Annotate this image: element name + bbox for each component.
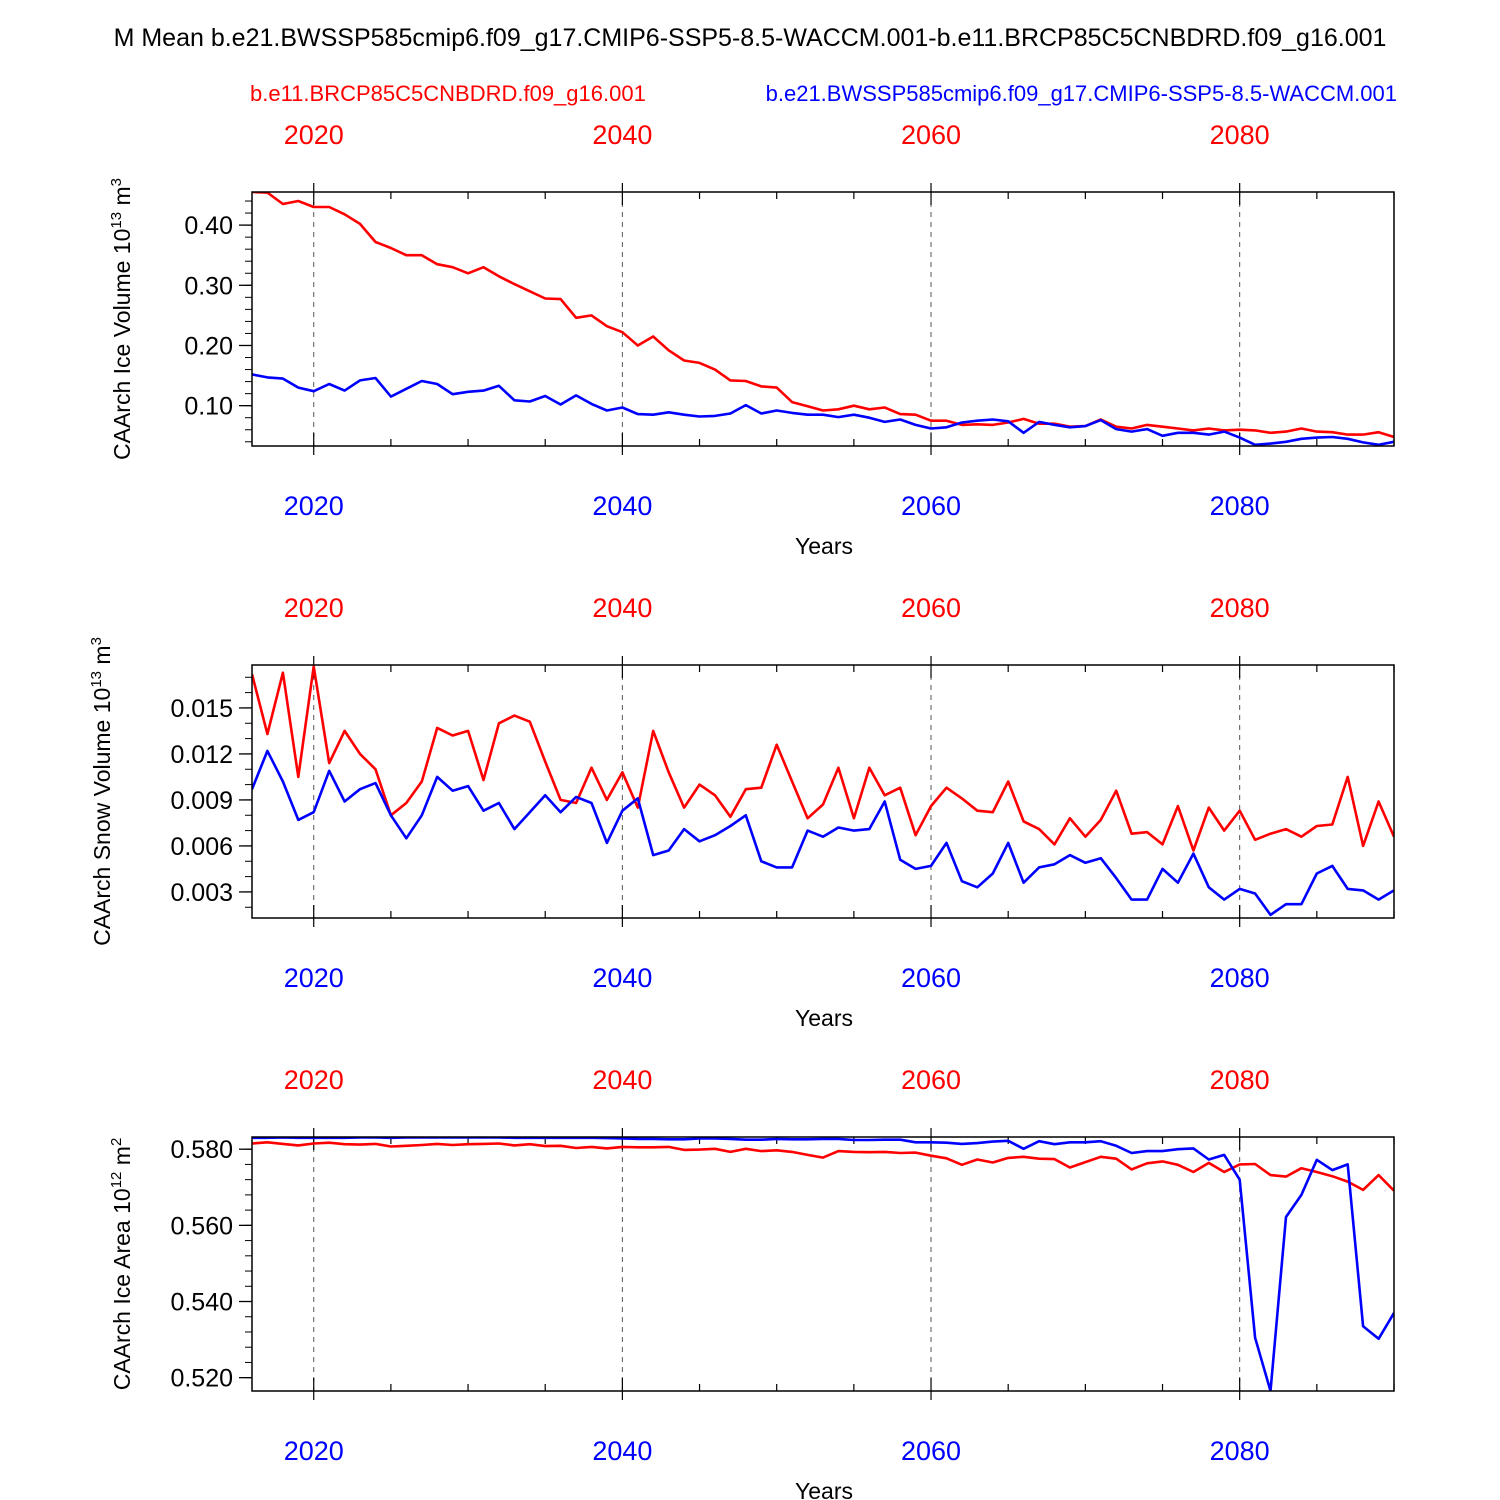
x-tick-label-bottom: 2060 — [901, 491, 961, 521]
y-tick-label: 0.540 — [170, 1289, 233, 1317]
legend-label-case-b: b.e21.BWSSP585cmip6.f09_g17.CMIP6-SSP5-8… — [766, 81, 1397, 106]
y-tick-label: 0.009 — [170, 787, 233, 815]
x-tick-label-top: 2040 — [592, 593, 652, 623]
series-line-case-b — [252, 373, 1394, 446]
panel-2: 0.003 0.006 0.009 0.012 0.015 2020 2020 2040 204… — [88, 593, 1395, 1031]
x-axis-label: Years — [795, 1478, 853, 1500]
series-line-case-b — [252, 749, 1394, 917]
panel-1: 0.10 0.20 0.30 0.40 2020 2020 2040 2040 2060 2060… — [108, 120, 1395, 559]
x-tick-label-bottom: 2040 — [592, 963, 652, 993]
chart-title: M Mean b.e21.BWSSP585cmip6.f09_g17.CMIP6… — [114, 24, 1387, 52]
plot-frame — [251, 1136, 1395, 1392]
y-tick-label: 0.40 — [184, 212, 233, 240]
y-tick-label: 0.560 — [170, 1212, 233, 1240]
y-tick-label: 0.20 — [184, 332, 233, 360]
x-tick-label-top: 2020 — [284, 120, 344, 150]
x-tick-label-bottom: 2060 — [901, 1436, 961, 1466]
x-tick-label-bottom: 2040 — [592, 491, 652, 521]
plot-frame — [251, 664, 1395, 919]
x-tick-label-bottom: 2040 — [592, 1436, 652, 1466]
y-tick-label: 0.10 — [184, 393, 233, 421]
y-tick-label: 0.003 — [170, 879, 233, 907]
panel-3: 0.520 0.540 0.560 0.580 2020 2020 2040 2040 2060… — [108, 1065, 1395, 1500]
x-tick-label-top: 2080 — [1210, 120, 1270, 150]
x-tick-label-top: 2020 — [284, 593, 344, 623]
x-tick-label-bottom: 2080 — [1210, 963, 1270, 993]
series-line-case-a — [252, 665, 1394, 852]
y-axis-label: CAArch Ice Volume 1013 m3 — [108, 178, 135, 460]
y-tick-label: 0.520 — [170, 1365, 233, 1393]
x-tick-label-top: 2060 — [901, 593, 961, 623]
x-tick-label-top: 2040 — [592, 120, 652, 150]
y-axis-label: CAArch Ice Area 1012 m2 — [108, 1138, 135, 1391]
y-tick-label: 0.30 — [184, 272, 233, 300]
x-tick-label-top: 2060 — [901, 120, 961, 150]
x-tick-label-bottom: 2080 — [1210, 491, 1270, 521]
x-tick-label-bottom: 2080 — [1210, 1436, 1270, 1466]
x-tick-label-bottom: 2020 — [284, 1436, 344, 1466]
y-axis-label: CAArch Snow Volume 1013 m3 — [88, 637, 115, 946]
x-tick-label-top: 2020 — [284, 1065, 344, 1095]
x-tick-label-top: 2080 — [1210, 1065, 1270, 1095]
y-tick-label: 0.006 — [170, 833, 233, 861]
x-tick-label-bottom: 2020 — [284, 491, 344, 521]
x-axis-label: Years — [795, 533, 853, 559]
x-tick-label-top: 2040 — [592, 1065, 652, 1095]
series-line-case-b — [252, 1137, 1394, 1391]
series-line-case-a — [252, 1141, 1394, 1192]
y-tick-label: 0.015 — [170, 695, 233, 723]
x-tick-label-top: 2060 — [901, 1065, 961, 1095]
series-line-case-a — [252, 192, 1394, 439]
x-tick-label-bottom: 2060 — [901, 963, 961, 993]
y-tick-label: 0.580 — [170, 1136, 233, 1164]
legend-label-case-a: b.e11.BRCP85C5CNBDRD.f09_g16.001 — [250, 81, 646, 106]
x-tick-label-bottom: 2020 — [284, 963, 344, 993]
y-tick-label: 0.012 — [170, 741, 233, 769]
x-axis-label: Years — [795, 1005, 853, 1031]
x-tick-label-top: 2080 — [1210, 593, 1270, 623]
plot-frame — [251, 191, 1395, 447]
